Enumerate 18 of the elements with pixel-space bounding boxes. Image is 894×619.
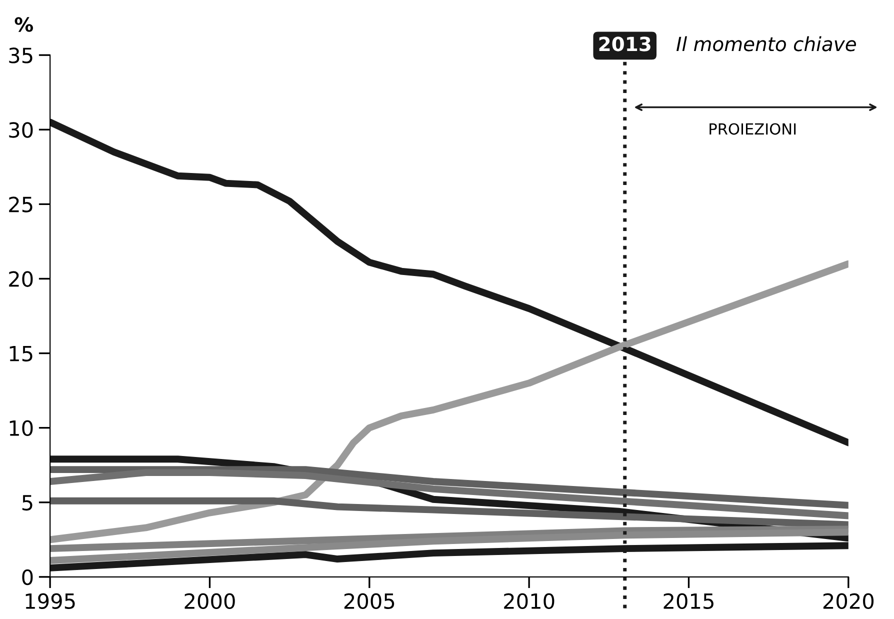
- text: Il momento chiave: [676, 36, 856, 52]
- x-tick-label: 2020: [823, 593, 874, 610]
- ref-line-label: 2013: [599, 36, 650, 52]
- y-tick-label: 35: [9, 48, 32, 64]
- y-tick-label: 15: [10, 346, 32, 362]
- y-tick-label: 10: [10, 420, 33, 436]
- y-tick-label: 0: [22, 569, 33, 586]
- x-tick-label: 2010: [504, 593, 554, 610]
- y-tick-label: 25: [9, 196, 32, 212]
- x-tick-label: 2005: [344, 593, 394, 610]
- x-tick-label: 2000: [184, 593, 235, 610]
- x-tick-label: 2015: [664, 593, 714, 610]
- y-tick-label: 5: [22, 495, 32, 511]
- y-tick-label: 30: [9, 122, 33, 138]
- x-tick-label: 1995: [26, 593, 75, 610]
- y-tick-label: 20: [9, 271, 33, 287]
- y-axis-title: %: [14, 17, 34, 32]
- annotation: PROIEZIONI: [710, 123, 796, 135]
